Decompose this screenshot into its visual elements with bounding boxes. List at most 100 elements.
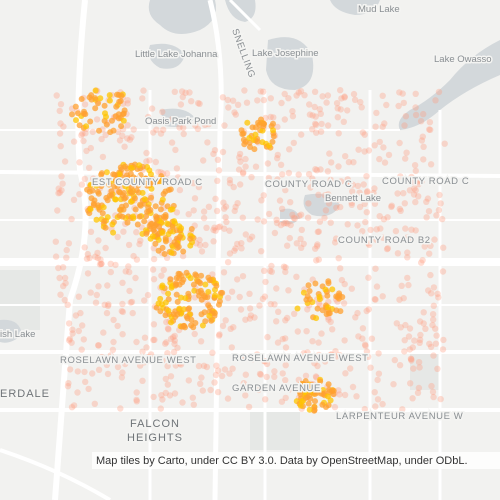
road-label: COUNTY ROAD B2 — [338, 235, 431, 246]
activity-dot — [81, 108, 87, 115]
activity-dot — [86, 254, 93, 262]
activity-dot — [179, 93, 186, 101]
activity-dot — [426, 250, 433, 257]
activity-dot — [178, 294, 184, 301]
activity-dot — [258, 248, 265, 255]
activity-dot — [95, 283, 102, 290]
activity-dot — [214, 156, 222, 163]
activity-dot — [245, 403, 253, 411]
activity-dot — [157, 405, 164, 412]
activity-dot — [298, 355, 306, 362]
activity-dot — [264, 160, 272, 167]
activity-dot — [315, 256, 322, 263]
activity-dot — [298, 244, 305, 251]
activity-dot — [211, 224, 218, 231]
activity-dot — [218, 372, 226, 380]
activity-dot — [341, 93, 348, 100]
activity-dot — [434, 365, 441, 372]
activity-dot — [152, 203, 159, 210]
activity-dot — [321, 214, 328, 222]
activity-dot — [348, 199, 355, 206]
activity-dot — [213, 362, 220, 369]
activity-dot — [433, 332, 440, 339]
activity-dot — [236, 293, 243, 301]
activity-dot — [313, 315, 320, 322]
activity-dot — [404, 274, 411, 282]
activity-dot — [423, 214, 430, 221]
activity-dot — [274, 123, 281, 131]
activity-dot — [136, 162, 143, 169]
activity-dot — [92, 253, 99, 260]
activity-dot — [322, 286, 329, 293]
activity-dot — [407, 355, 415, 362]
activity-dot — [68, 215, 75, 223]
activity-dot — [270, 127, 276, 134]
activity-dot — [111, 171, 118, 178]
activity-dot — [136, 213, 143, 220]
road-label: ROSELAWN AVENUE WEST — [60, 355, 197, 366]
activity-dot — [190, 401, 197, 408]
activity-dot — [408, 178, 416, 186]
activity-dot — [275, 308, 282, 315]
activity-dot — [335, 163, 342, 170]
activity-dot — [102, 131, 109, 139]
road-label: GARDEN AVENUE — [232, 383, 321, 394]
activity-dot — [271, 373, 278, 380]
activity-dot — [155, 247, 162, 254]
activity-dot — [324, 168, 332, 175]
activity-dot — [293, 273, 300, 280]
activity-dot — [147, 221, 154, 228]
attribution-background — [92, 452, 500, 469]
activity-dot — [429, 311, 437, 318]
activity-dot — [225, 104, 232, 111]
activity-dot — [177, 101, 185, 108]
activity-dot — [289, 108, 296, 115]
activity-dot — [216, 301, 222, 308]
activity-dot — [350, 159, 357, 166]
activity-dot — [69, 326, 76, 333]
activity-dot — [388, 202, 395, 209]
activity-dot — [204, 139, 211, 146]
activity-dot — [166, 392, 174, 399]
activity-dot — [399, 406, 406, 413]
activity-dot — [303, 296, 310, 303]
activity-dot — [78, 132, 85, 139]
activity-dot — [329, 286, 336, 293]
activity-dot — [227, 325, 234, 332]
activity-dot — [411, 337, 418, 344]
activity-dot — [405, 281, 412, 289]
activity-dot — [357, 98, 364, 106]
attribution: Map tiles by Carto, under CC BY 3.0. Dat… — [96, 455, 468, 467]
activity-dot — [285, 95, 292, 102]
activity-dot — [361, 200, 368, 207]
activity-dot — [191, 330, 198, 338]
activity-dot — [152, 240, 159, 247]
activity-dot — [198, 374, 205, 381]
activity-dot — [221, 122, 228, 129]
activity-dot — [312, 121, 320, 128]
activity-dot — [279, 335, 286, 343]
activity-dot — [254, 216, 261, 223]
activity-dot — [274, 339, 282, 346]
activity-dots — [52, 87, 448, 414]
activity-dot — [112, 261, 119, 269]
activity-dot — [273, 216, 280, 223]
activity-dot — [72, 312, 80, 319]
activity-dot — [384, 245, 391, 252]
activity-dot — [150, 336, 157, 344]
activity-dot — [356, 189, 363, 196]
activity-dot — [87, 181, 94, 188]
activity-dot — [314, 389, 321, 396]
activity-dot — [312, 373, 320, 380]
activity-dot — [56, 107, 63, 115]
activity-dot — [313, 167, 320, 174]
activity-dot — [273, 219, 281, 227]
activity-dot — [277, 221, 285, 229]
activity-dot — [114, 363, 122, 371]
activity-dot — [293, 240, 300, 247]
road-label: LARPENTEUR AVENUE W — [336, 411, 463, 422]
activity-dot — [148, 185, 155, 192]
activity-dot — [150, 255, 158, 263]
activity-dot — [75, 110, 81, 117]
activity-dot — [337, 178, 345, 185]
